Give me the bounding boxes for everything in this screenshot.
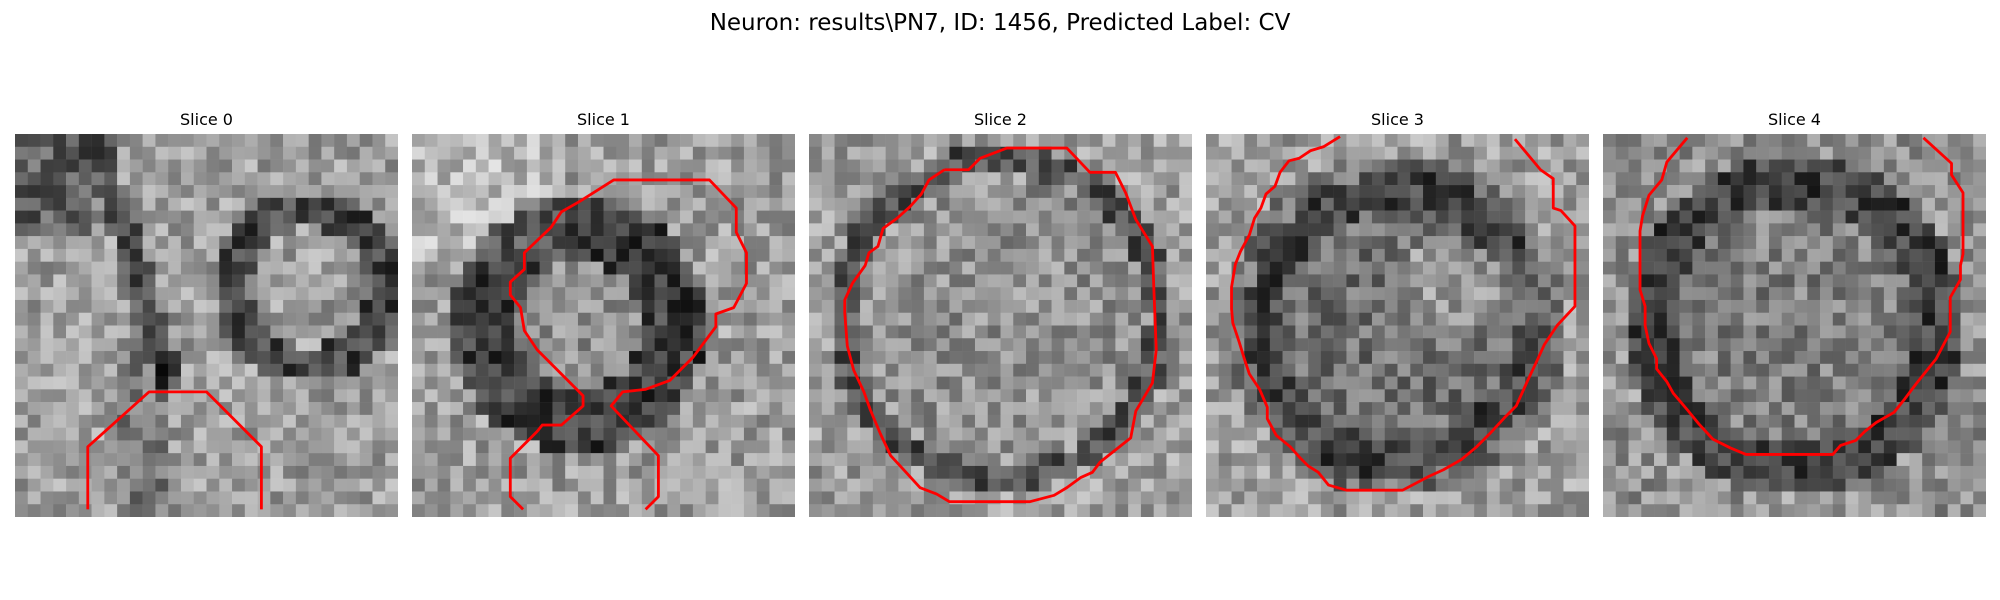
segmentation-contour <box>508 178 748 511</box>
slice-image <box>1206 134 1589 517</box>
segmentation-contour <box>843 146 1158 504</box>
segmentation-contour <box>1230 135 1577 492</box>
slice-image <box>412 134 795 517</box>
slice-image <box>15 134 398 517</box>
slice-title: Slice 2 <box>974 110 1027 129</box>
slice-title: Slice 1 <box>577 110 630 129</box>
slice-image <box>809 134 1192 517</box>
figure-title: Neuron: results\PN7, ID: 1456, Predicted… <box>709 10 1291 36</box>
slice-title: Slice 3 <box>1371 110 1424 129</box>
segmentation-contour <box>1638 136 1965 456</box>
slice-image <box>1603 134 1986 517</box>
segmentation-contour <box>86 390 263 510</box>
slice-title: Slice 4 <box>1768 110 1821 129</box>
slice-title: Slice 0 <box>180 110 233 129</box>
